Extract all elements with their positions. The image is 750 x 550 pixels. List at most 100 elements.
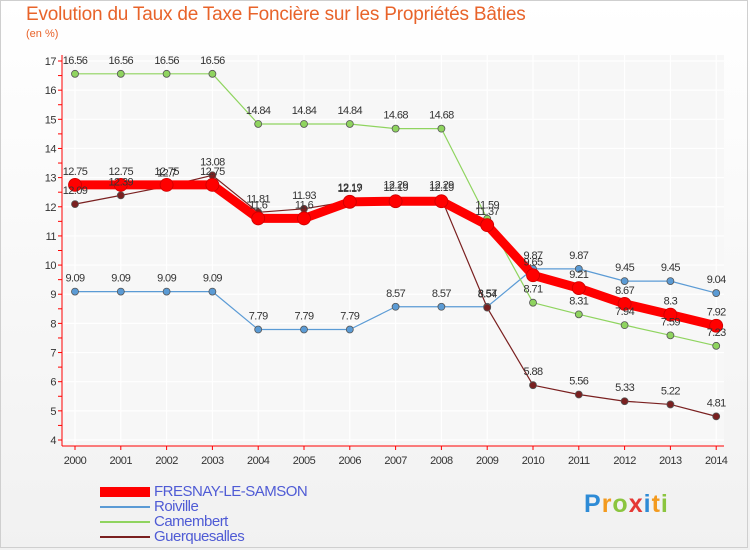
- data-point: [709, 318, 724, 333]
- data-label: 8.54: [478, 289, 497, 301]
- data-point: [71, 69, 79, 78]
- data-point: [342, 194, 357, 209]
- data-label: 9.09: [111, 273, 130, 285]
- data-point: [480, 218, 495, 233]
- legend-item-camembert: Camembert: [100, 514, 307, 529]
- y-tick-label: 17: [45, 56, 57, 68]
- x-tick-label: 2004: [247, 455, 270, 467]
- data-label: 12.7: [157, 167, 176, 179]
- data-point: [300, 120, 308, 128]
- data-point: [116, 287, 125, 296]
- data-label: 7.23: [707, 327, 726, 339]
- data-label: 9.09: [203, 273, 222, 285]
- data-label: 11.37: [475, 206, 499, 218]
- data-label: 13.08: [200, 156, 225, 168]
- data-point: [71, 287, 79, 296]
- data-label: 7.79: [294, 311, 313, 323]
- y-tick-label: 12: [45, 202, 57, 214]
- x-tick-label: 2010: [522, 455, 545, 467]
- x-tick-label: 2006: [339, 455, 362, 467]
- data-point: [113, 178, 128, 192]
- data-label: 7.79: [340, 311, 359, 323]
- data-point: [254, 325, 263, 334]
- data-label: 5.56: [569, 376, 588, 388]
- data-label: 7.59: [661, 316, 680, 328]
- data-label: 9.45: [661, 262, 680, 274]
- data-point: [116, 69, 125, 78]
- x-tick-label: 2000: [64, 455, 87, 467]
- data-point: [162, 69, 171, 78]
- y-tick-label: 14: [45, 143, 57, 155]
- data-point: [68, 178, 82, 192]
- data-label: 14.68: [429, 110, 454, 122]
- legend-item-fresnay: FRESNAY-LE-SAMSON: [100, 484, 308, 499]
- data-label: 7.94: [615, 306, 634, 318]
- data-label: 5.88: [523, 366, 542, 378]
- data-point: [159, 178, 174, 192]
- logo-letter: r: [601, 490, 613, 518]
- y-tick-label: 11: [46, 231, 57, 243]
- y-tick-label: 5: [50, 406, 56, 418]
- data-point: [574, 310, 583, 319]
- data-label: 11.81: [246, 193, 270, 205]
- logo-letter: i: [660, 490, 669, 518]
- data-label: 12.19: [429, 182, 454, 194]
- data-point: [574, 264, 583, 273]
- x-tick-label: 2007: [384, 455, 407, 467]
- data-label: 16.56: [109, 55, 134, 67]
- legend-label-guerquesalles: Guerquesalles: [154, 528, 245, 545]
- legend: FRESNAY-LE-SAMSON Roiville Camembert Gue…: [100, 484, 308, 545]
- data-label: 8.71: [523, 284, 542, 296]
- legend-swatch-guerquesalles: [100, 535, 150, 538]
- data-label: 9.87: [569, 250, 588, 262]
- data-label: 9.09: [65, 273, 84, 285]
- y-tick-label: 4: [50, 435, 56, 447]
- y-tick-label: 6: [50, 377, 56, 389]
- data-label: 12.17: [338, 183, 363, 195]
- data-label: 11.6: [295, 199, 314, 211]
- data-label: 9.45: [615, 262, 634, 274]
- chart-title: Evolution du Taux de Taxe Foncière sur l…: [26, 4, 526, 25]
- x-tick-label: 2014: [705, 455, 728, 467]
- y-tick-label: 15: [45, 114, 57, 126]
- data-label: 12.19: [383, 182, 408, 194]
- data-label: 16.56: [200, 55, 225, 67]
- data-label: 12.09: [63, 185, 88, 197]
- data-label: 7.92: [707, 307, 726, 319]
- legend-swatch-roiville: [100, 505, 150, 508]
- x-tick-label: 2005: [293, 455, 316, 467]
- data-label: 16.56: [63, 55, 88, 67]
- data-label: 8.31: [569, 295, 588, 307]
- logo-letter: P: [584, 490, 602, 518]
- data-point: [666, 331, 675, 340]
- y-tick-label: 7: [50, 348, 56, 360]
- data-point: [620, 277, 629, 286]
- data-label: 9.21: [569, 269, 588, 281]
- legend-swatch-camembert: [100, 520, 150, 523]
- data-label: 4.81: [707, 397, 726, 409]
- data-label: 11.93: [292, 190, 316, 202]
- chart-subtitle: (en %): [26, 28, 59, 40]
- data-point: [434, 194, 449, 209]
- data-point: [71, 200, 79, 209]
- data-label: 12.75: [154, 166, 179, 178]
- data-point: [712, 412, 721, 421]
- x-tick-label: 2011: [568, 455, 590, 467]
- data-label: 12.75: [63, 166, 88, 178]
- data-point: [345, 120, 354, 128]
- proxiti-logo: Proxiti: [584, 490, 669, 519]
- x-tick-label: 2002: [155, 455, 178, 467]
- data-label: 14.68: [383, 110, 408, 122]
- data-label: 7.79: [249, 311, 268, 323]
- data-label: 9.04: [707, 274, 726, 286]
- data-point: [483, 303, 492, 312]
- data-point: [666, 400, 675, 409]
- data-label: 8.57: [386, 288, 405, 300]
- data-label: 12.75: [200, 166, 225, 178]
- data-point: [391, 124, 400, 133]
- data-label: 12.75: [109, 166, 134, 178]
- data-point: [666, 277, 675, 286]
- logo-letter: t: [651, 490, 661, 518]
- data-label: 5.22: [661, 385, 680, 397]
